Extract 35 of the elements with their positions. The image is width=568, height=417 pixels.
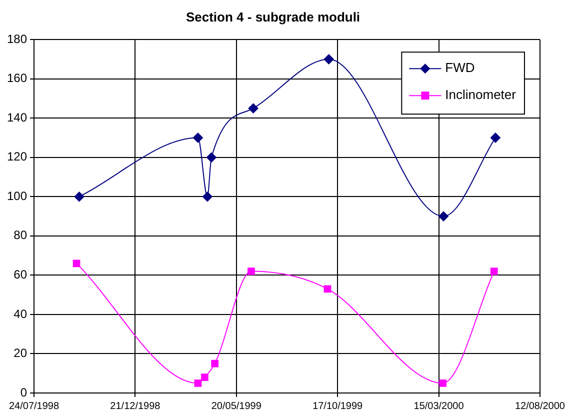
x-tick-label: 20/05/1999 (211, 400, 262, 412)
y-tick-label: 60 (14, 268, 28, 282)
point (324, 54, 334, 64)
point (439, 380, 447, 387)
chart-title: Section 4 - subgrade moduli (186, 9, 360, 24)
y-tick-label: 0 (20, 385, 28, 400)
x-tick-label: 24/07/1998 (8, 400, 60, 412)
x-tick-label: 17/10/1999 (312, 400, 364, 412)
point (194, 380, 202, 387)
point (202, 192, 212, 202)
point (74, 192, 84, 202)
point (192, 132, 203, 143)
legend-label: Inclinometer (445, 87, 517, 102)
x-tick-label: 21/12/1998 (110, 400, 161, 412)
point (248, 103, 258, 114)
point (324, 285, 332, 293)
point (201, 374, 208, 381)
y-tick-label: 20 (14, 346, 28, 360)
point (490, 268, 498, 275)
point (438, 211, 449, 222)
y-tick-label: 80 (14, 228, 28, 242)
point (206, 152, 216, 162)
legend-label: FWD (445, 60, 475, 76)
y-tick-label: 100 (6, 188, 28, 203)
point (72, 260, 80, 268)
point (211, 360, 218, 368)
point (490, 132, 500, 143)
point (248, 268, 255, 275)
y-tick-label: 120 (6, 150, 28, 164)
y-tick-label: 180 (6, 32, 28, 46)
x-tick-label: 12/08/2000 (514, 400, 566, 412)
y-tick-label: 140 (6, 110, 28, 124)
y-tick-label: 40 (14, 306, 28, 321)
x-tick-label: 15/03/2000 (414, 400, 464, 412)
y-tick-label: 160 (6, 71, 28, 86)
